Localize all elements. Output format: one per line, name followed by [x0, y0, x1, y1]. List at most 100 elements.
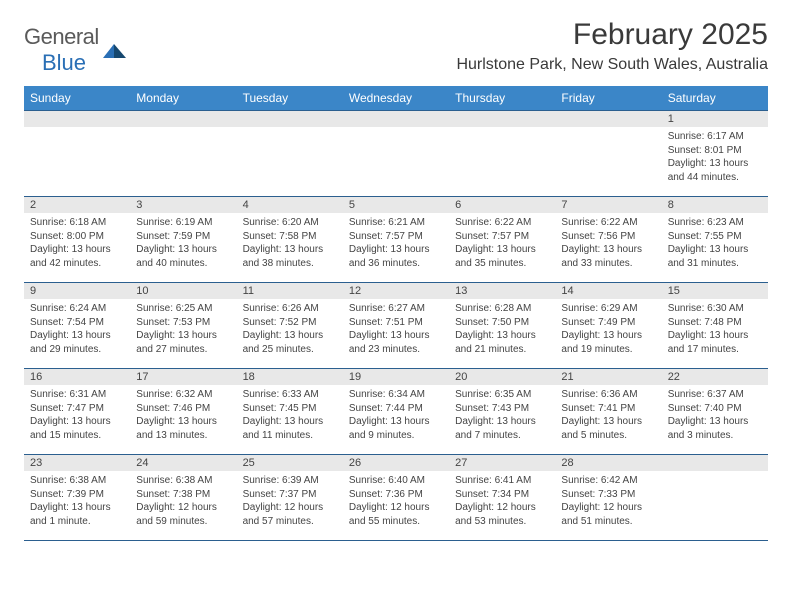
calendar-day-cell: 16Sunrise: 6:31 AMSunset: 7:47 PMDayligh… [24, 369, 130, 455]
day-number: 4 [237, 197, 343, 213]
calendar-day-cell: 2Sunrise: 6:18 AMSunset: 8:00 PMDaylight… [24, 197, 130, 283]
day-details: Sunrise: 6:23 AMSunset: 7:55 PMDaylight:… [662, 213, 768, 274]
calendar-day-cell [24, 111, 130, 197]
day-number: 18 [237, 369, 343, 385]
day-details: Sunrise: 6:27 AMSunset: 7:51 PMDaylight:… [343, 299, 449, 360]
day-number [555, 111, 661, 127]
day-details: Sunrise: 6:20 AMSunset: 7:58 PMDaylight:… [237, 213, 343, 274]
calendar-day-cell [237, 111, 343, 197]
day-number: 15 [662, 283, 768, 299]
title-block: February 2025 Hurlstone Park, New South … [456, 18, 768, 74]
calendar-day-cell: 1Sunrise: 6:17 AMSunset: 8:01 PMDaylight… [662, 111, 768, 197]
calendar-day-cell: 3Sunrise: 6:19 AMSunset: 7:59 PMDaylight… [130, 197, 236, 283]
day-details: Sunrise: 6:29 AMSunset: 7:49 PMDaylight:… [555, 299, 661, 360]
day-details: Sunrise: 6:33 AMSunset: 7:45 PMDaylight:… [237, 385, 343, 446]
day-details: Sunrise: 6:19 AMSunset: 7:59 PMDaylight:… [130, 213, 236, 274]
calendar-day-cell: 10Sunrise: 6:25 AMSunset: 7:53 PMDayligh… [130, 283, 236, 369]
logo-word-general: General [24, 24, 99, 50]
calendar-week-row: 1Sunrise: 6:17 AMSunset: 8:01 PMDaylight… [24, 111, 768, 197]
calendar-day-cell [343, 111, 449, 197]
calendar-day-cell: 6Sunrise: 6:22 AMSunset: 7:57 PMDaylight… [449, 197, 555, 283]
calendar-day-cell: 19Sunrise: 6:34 AMSunset: 7:44 PMDayligh… [343, 369, 449, 455]
day-details: Sunrise: 6:41 AMSunset: 7:34 PMDaylight:… [449, 471, 555, 532]
calendar-day-cell: 25Sunrise: 6:39 AMSunset: 7:37 PMDayligh… [237, 455, 343, 541]
calendar-week-row: 23Sunrise: 6:38 AMSunset: 7:39 PMDayligh… [24, 455, 768, 541]
day-details: Sunrise: 6:40 AMSunset: 7:36 PMDaylight:… [343, 471, 449, 532]
day-details: Sunrise: 6:38 AMSunset: 7:38 PMDaylight:… [130, 471, 236, 532]
day-details: Sunrise: 6:35 AMSunset: 7:43 PMDaylight:… [449, 385, 555, 446]
day-number: 12 [343, 283, 449, 299]
day-number [237, 111, 343, 127]
header: General Blue February 2025 Hurlstone Par… [24, 18, 768, 76]
calendar-day-cell: 26Sunrise: 6:40 AMSunset: 7:36 PMDayligh… [343, 455, 449, 541]
calendar-day-cell: 15Sunrise: 6:30 AMSunset: 7:48 PMDayligh… [662, 283, 768, 369]
logo-triangle-icon [103, 42, 127, 60]
day-number: 19 [343, 369, 449, 385]
day-number [24, 111, 130, 127]
location-text: Hurlstone Park, New South Wales, Austral… [456, 56, 768, 74]
day-number [130, 111, 236, 127]
day-number: 1 [662, 111, 768, 127]
day-number: 21 [555, 369, 661, 385]
day-number: 9 [24, 283, 130, 299]
calendar-day-cell: 21Sunrise: 6:36 AMSunset: 7:41 PMDayligh… [555, 369, 661, 455]
calendar-table: SundayMondayTuesdayWednesdayThursdayFrid… [24, 86, 768, 541]
calendar-day-cell: 4Sunrise: 6:20 AMSunset: 7:58 PMDaylight… [237, 197, 343, 283]
calendar-day-cell: 8Sunrise: 6:23 AMSunset: 7:55 PMDaylight… [662, 197, 768, 283]
calendar-week-row: 16Sunrise: 6:31 AMSunset: 7:47 PMDayligh… [24, 369, 768, 455]
day-details: Sunrise: 6:30 AMSunset: 7:48 PMDaylight:… [662, 299, 768, 360]
calendar-day-cell: 13Sunrise: 6:28 AMSunset: 7:50 PMDayligh… [449, 283, 555, 369]
day-details: Sunrise: 6:37 AMSunset: 7:40 PMDaylight:… [662, 385, 768, 446]
day-number: 2 [24, 197, 130, 213]
day-details: Sunrise: 6:32 AMSunset: 7:46 PMDaylight:… [130, 385, 236, 446]
day-number: 16 [24, 369, 130, 385]
day-details: Sunrise: 6:26 AMSunset: 7:52 PMDaylight:… [237, 299, 343, 360]
day-number: 24 [130, 455, 236, 471]
day-details: Sunrise: 6:31 AMSunset: 7:47 PMDaylight:… [24, 385, 130, 446]
day-number: 6 [449, 197, 555, 213]
day-header: Friday [555, 86, 661, 111]
day-details: Sunrise: 6:17 AMSunset: 8:01 PMDaylight:… [662, 127, 768, 188]
calendar-day-cell: 12Sunrise: 6:27 AMSunset: 7:51 PMDayligh… [343, 283, 449, 369]
day-number [662, 455, 768, 471]
day-number: 27 [449, 455, 555, 471]
day-details: Sunrise: 6:21 AMSunset: 7:57 PMDaylight:… [343, 213, 449, 274]
day-header: Tuesday [237, 86, 343, 111]
day-details: Sunrise: 6:34 AMSunset: 7:44 PMDaylight:… [343, 385, 449, 446]
day-header: Saturday [662, 86, 768, 111]
day-number: 17 [130, 369, 236, 385]
calendar-header-row: SundayMondayTuesdayWednesdayThursdayFrid… [24, 86, 768, 111]
calendar-day-cell [555, 111, 661, 197]
calendar-day-cell [449, 111, 555, 197]
calendar-day-cell: 5Sunrise: 6:21 AMSunset: 7:57 PMDaylight… [343, 197, 449, 283]
day-number [343, 111, 449, 127]
day-details: Sunrise: 6:24 AMSunset: 7:54 PMDaylight:… [24, 299, 130, 360]
calendar-day-cell: 22Sunrise: 6:37 AMSunset: 7:40 PMDayligh… [662, 369, 768, 455]
calendar-day-cell: 23Sunrise: 6:38 AMSunset: 7:39 PMDayligh… [24, 455, 130, 541]
day-details: Sunrise: 6:22 AMSunset: 7:56 PMDaylight:… [555, 213, 661, 274]
calendar-day-cell: 28Sunrise: 6:42 AMSunset: 7:33 PMDayligh… [555, 455, 661, 541]
day-header: Sunday [24, 86, 130, 111]
day-number: 26 [343, 455, 449, 471]
calendar-body: 1Sunrise: 6:17 AMSunset: 8:01 PMDaylight… [24, 111, 768, 541]
logo: General Blue [24, 24, 127, 76]
calendar-day-cell: 27Sunrise: 6:41 AMSunset: 7:34 PMDayligh… [449, 455, 555, 541]
calendar-day-cell: 9Sunrise: 6:24 AMSunset: 7:54 PMDaylight… [24, 283, 130, 369]
calendar-day-cell [662, 455, 768, 541]
day-details: Sunrise: 6:36 AMSunset: 7:41 PMDaylight:… [555, 385, 661, 446]
calendar-day-cell: 14Sunrise: 6:29 AMSunset: 7:49 PMDayligh… [555, 283, 661, 369]
day-details: Sunrise: 6:42 AMSunset: 7:33 PMDaylight:… [555, 471, 661, 532]
day-number: 23 [24, 455, 130, 471]
day-details: Sunrise: 6:25 AMSunset: 7:53 PMDaylight:… [130, 299, 236, 360]
day-number: 25 [237, 455, 343, 471]
day-number [449, 111, 555, 127]
calendar-page: General Blue February 2025 Hurlstone Par… [0, 0, 792, 541]
day-details: Sunrise: 6:38 AMSunset: 7:39 PMDaylight:… [24, 471, 130, 532]
calendar-day-cell: 7Sunrise: 6:22 AMSunset: 7:56 PMDaylight… [555, 197, 661, 283]
day-number: 14 [555, 283, 661, 299]
calendar-week-row: 2Sunrise: 6:18 AMSunset: 8:00 PMDaylight… [24, 197, 768, 283]
calendar-day-cell: 17Sunrise: 6:32 AMSunset: 7:46 PMDayligh… [130, 369, 236, 455]
calendar-day-cell [130, 111, 236, 197]
day-details: Sunrise: 6:18 AMSunset: 8:00 PMDaylight:… [24, 213, 130, 274]
day-details: Sunrise: 6:22 AMSunset: 7:57 PMDaylight:… [449, 213, 555, 274]
